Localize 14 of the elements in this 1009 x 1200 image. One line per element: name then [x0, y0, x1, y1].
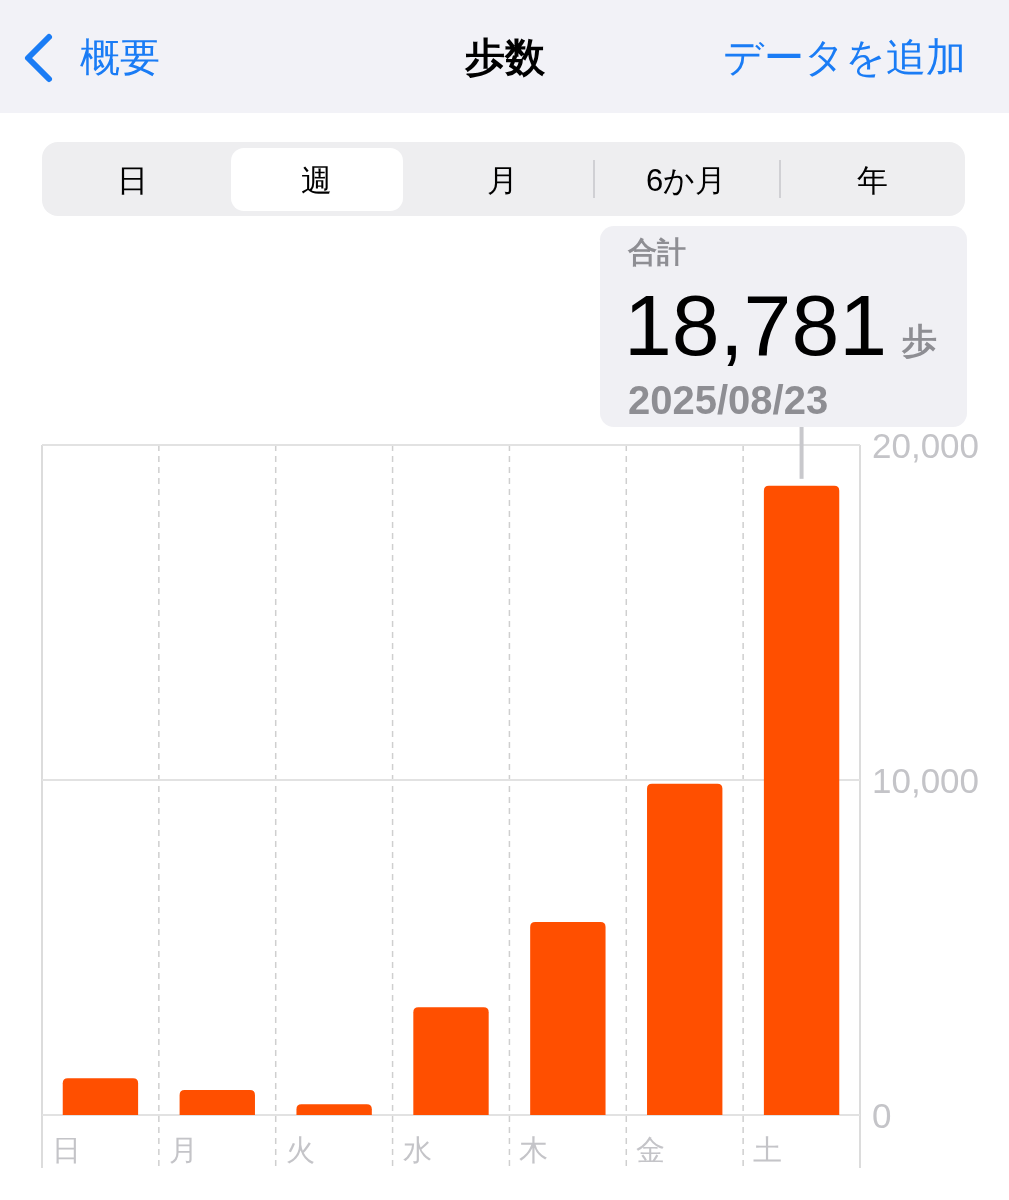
chart-title: 歩数 [464, 35, 546, 79]
x-tick-label: 土 [753, 1134, 783, 1166]
y-tick-label: 0 [872, 1095, 892, 1135]
y-tick-label: 20,000 [872, 425, 980, 465]
x-tick-label: 火 [285, 1134, 315, 1166]
segmented-control: 日 週 月 6か月 年 [42, 142, 965, 216]
x-tick-label: 金 [636, 1134, 666, 1166]
x-tick-label: 木 [519, 1134, 549, 1166]
x-tick-label: 月 [168, 1134, 198, 1166]
navigation-bar: 概要 歩数 データを追加 [0, 0, 1009, 113]
y-tick-label: 10,000 [872, 760, 980, 800]
x-tick-label: 日 [52, 1134, 81, 1166]
annotation: 18,781 [624, 277, 888, 373]
x-tick-label: 水 [402, 1134, 432, 1166]
